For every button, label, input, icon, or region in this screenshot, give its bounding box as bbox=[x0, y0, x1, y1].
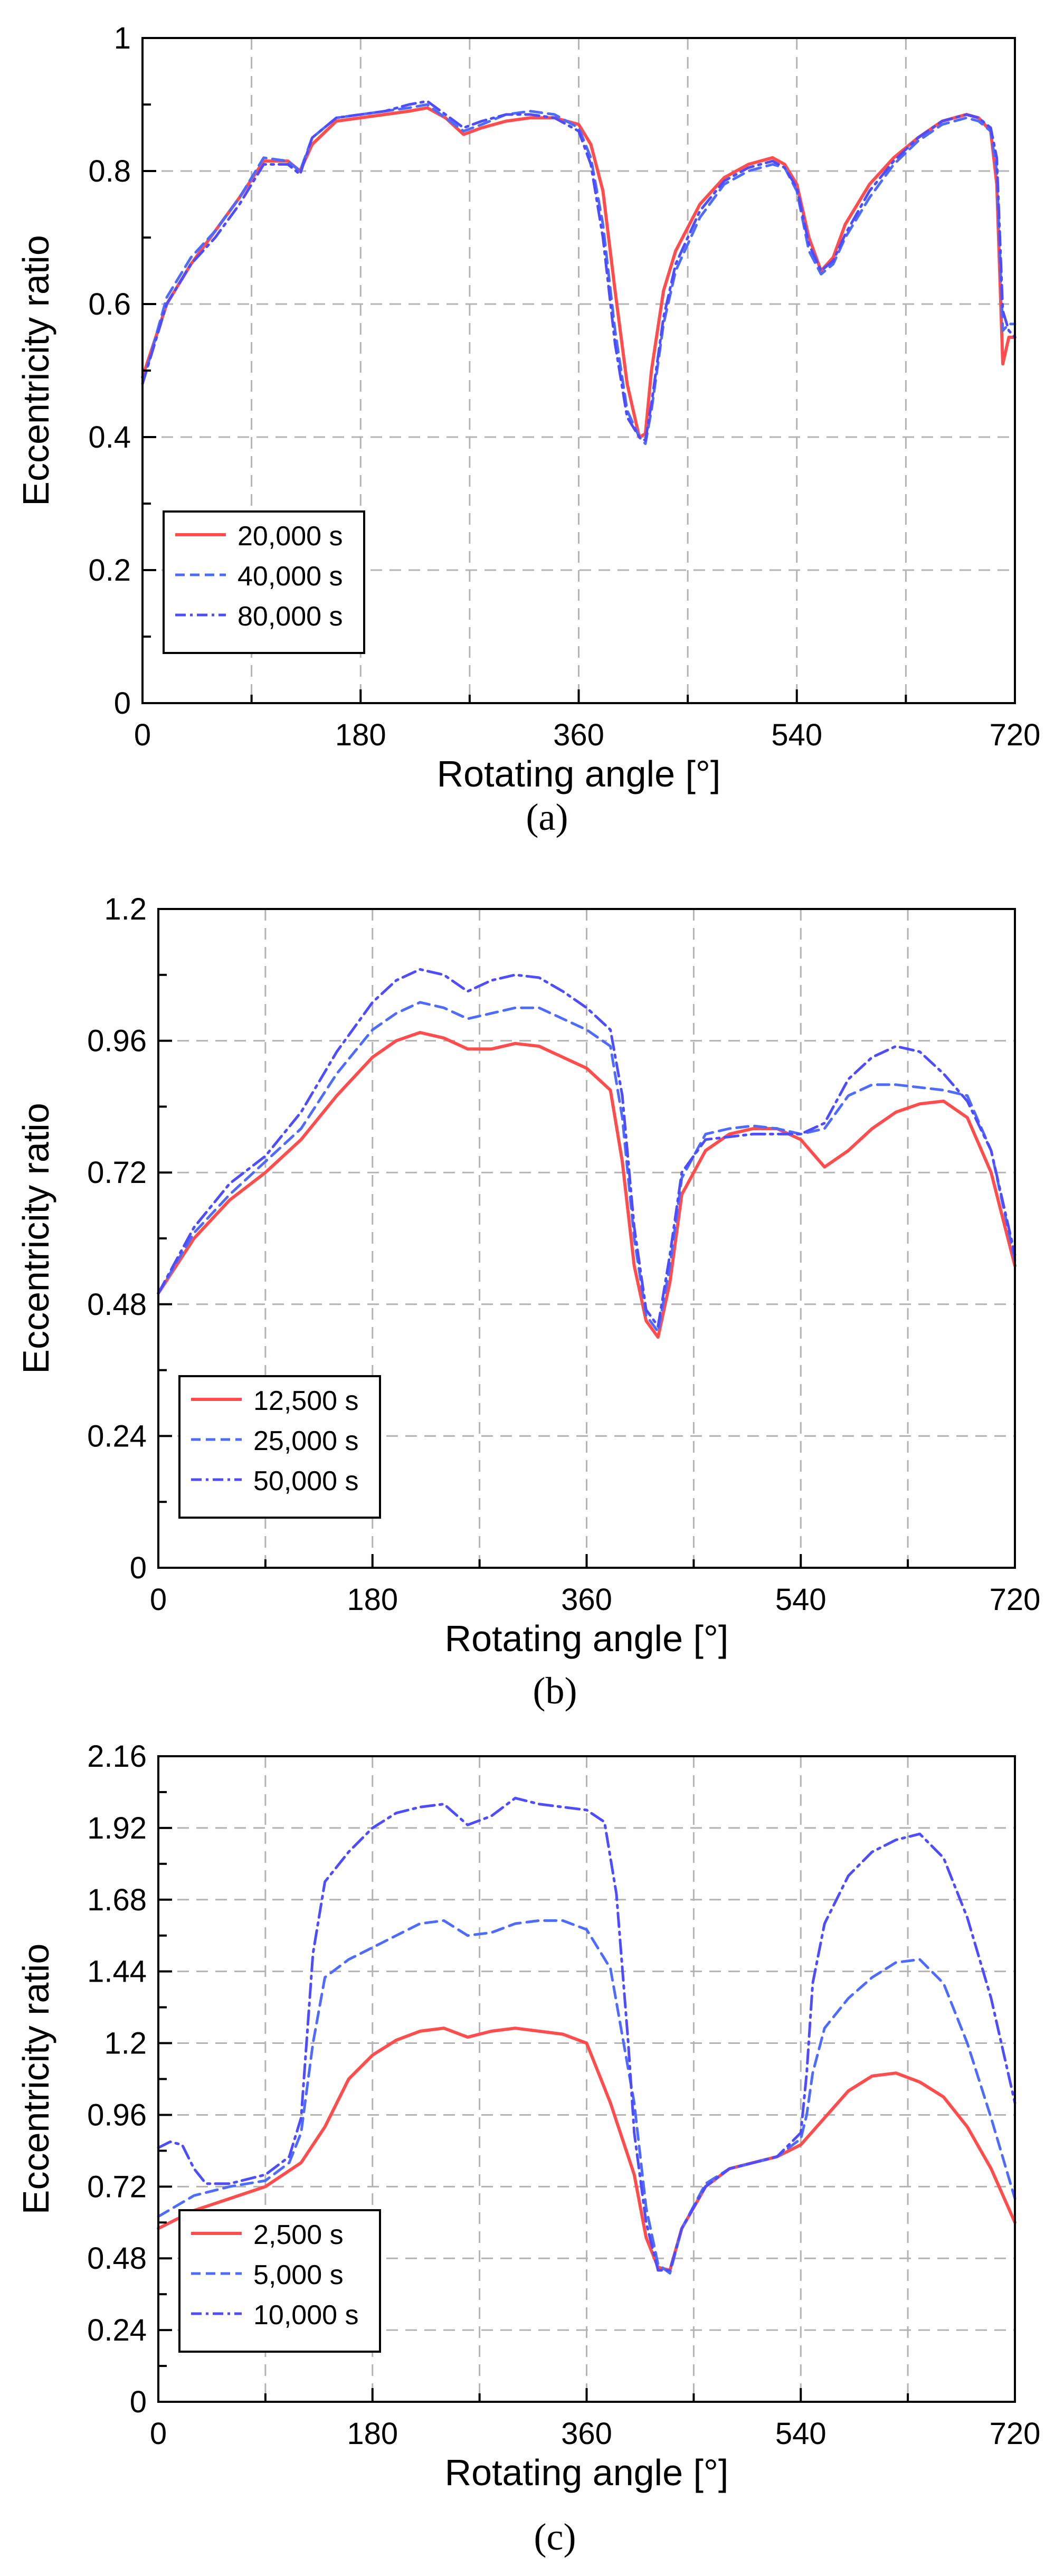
chart-panel-1: 0 180 360 540 720 0 0.2 0.4 0.6 0.8 1 Rotating angl… bbox=[15, 21, 1040, 838]
series-line-3 bbox=[157, 968, 1016, 1328]
x-tick-label: 360 bbox=[553, 718, 604, 752]
y-tick-label: 0.24 bbox=[87, 1419, 147, 1453]
legend: 20,000 s 40,000 s 80,000 s bbox=[163, 510, 365, 654]
x-axis-label: Rotating angle [°] bbox=[437, 753, 721, 794]
x-tick-label: 0 bbox=[134, 718, 151, 752]
x-tick-label: 540 bbox=[775, 2417, 826, 2451]
legend-label-1: 2,500 s bbox=[253, 2220, 344, 2250]
legend: 12,500 s 25,000 s 50,000 s bbox=[178, 1375, 381, 1519]
x-tick-label: 720 bbox=[990, 2417, 1041, 2451]
y-axis-label: Eccentricity ratio bbox=[15, 1944, 56, 2214]
x-tick-label: 0 bbox=[150, 2417, 167, 2451]
panel-caption: (a) bbox=[526, 796, 568, 838]
y-tick-label: 0 bbox=[130, 2385, 147, 2419]
x-tick-label: 540 bbox=[771, 718, 822, 752]
legend-label-3: 10,000 s bbox=[253, 2300, 359, 2331]
x-tick-label: 0 bbox=[150, 1583, 167, 1617]
y-tick-label: 0.2 bbox=[88, 553, 131, 588]
x-tick-label: 180 bbox=[347, 1583, 398, 1617]
x-axis-label: Rotating angle [°] bbox=[445, 1618, 729, 1659]
y-tick-label: 0.96 bbox=[87, 1024, 147, 1058]
x-axis-label: Rotating angle [°] bbox=[445, 2452, 729, 2493]
legend-label-1: 20,000 s bbox=[238, 521, 343, 552]
x-tick-label: 360 bbox=[561, 2417, 612, 2451]
legend-label-3: 50,000 s bbox=[253, 1466, 359, 1497]
y-tick-label: 1.92 bbox=[87, 1811, 147, 1845]
legend-label-2: 25,000 s bbox=[253, 1426, 359, 1456]
y-tick-label: 0.96 bbox=[87, 2098, 147, 2132]
x-tick-label: 360 bbox=[561, 1583, 612, 1617]
legend-label-2: 5,000 s bbox=[253, 2260, 344, 2290]
series-line-2 bbox=[157, 1001, 1016, 1333]
series-line-3 bbox=[141, 100, 1016, 442]
x-tick-label: 540 bbox=[775, 1583, 826, 1617]
y-tick-label: 0.4 bbox=[88, 420, 131, 454]
y-tick-label: 1.2 bbox=[104, 2026, 147, 2061]
y-axis-label: Eccentricity ratio bbox=[15, 1103, 56, 1374]
legend: 2,500 s 5,000 s 10,000 s bbox=[178, 2209, 381, 2353]
y-tick-label: 1.44 bbox=[87, 1955, 147, 1989]
y-tick-label: 0.72 bbox=[87, 1156, 147, 1190]
series-line-1 bbox=[157, 1031, 1016, 1339]
y-tick-label: 0.24 bbox=[87, 2313, 147, 2347]
y-tick-label: 0.8 bbox=[88, 154, 131, 188]
legend-label-1: 12,500 s bbox=[253, 1386, 359, 1416]
y-tick-label: 1.68 bbox=[87, 1883, 147, 1917]
chart-panel-2: 0 180 360 540 720 0 0.24 0.48 0.72 0.96 1.2 Rotatin… bbox=[15, 892, 1040, 1712]
series-line-3 bbox=[157, 1796, 1016, 2272]
chart-panel-3: 0 180 360 540 720 0 0.24 0.48 0.72 0.96 1.2 1.44 1.6… bbox=[15, 1739, 1040, 2558]
series-group bbox=[157, 1796, 1016, 2275]
y-tick-label: 0.48 bbox=[87, 2241, 147, 2276]
series-group bbox=[141, 100, 1016, 446]
panel-caption: (b) bbox=[533, 1670, 577, 1712]
series-group bbox=[157, 968, 1016, 1339]
x-tick-label: 720 bbox=[990, 718, 1041, 752]
y-tick-label: 1.2 bbox=[104, 892, 147, 926]
y-tick-label: 1 bbox=[114, 21, 131, 55]
y-tick-label: 0.48 bbox=[87, 1287, 147, 1322]
legend-label-3: 80,000 s bbox=[238, 601, 343, 632]
y-tick-label: 0.72 bbox=[87, 2170, 147, 2204]
panel-caption: (c) bbox=[534, 2516, 576, 2558]
y-tick-label: 0 bbox=[114, 686, 131, 721]
x-tick-label: 180 bbox=[347, 2417, 398, 2451]
x-tick-label: 720 bbox=[990, 1583, 1041, 1617]
series-line-2 bbox=[157, 1919, 1016, 2275]
series-line-1 bbox=[157, 2026, 1016, 2272]
legend-label-2: 40,000 s bbox=[238, 561, 343, 592]
x-tick-label: 180 bbox=[335, 718, 386, 752]
y-tick-label: 2.16 bbox=[87, 1739, 147, 1774]
y-tick-label: 0 bbox=[130, 1551, 147, 1585]
y-axis-label: Eccentricity ratio bbox=[15, 235, 56, 506]
y-tick-label: 0.6 bbox=[88, 287, 131, 321]
